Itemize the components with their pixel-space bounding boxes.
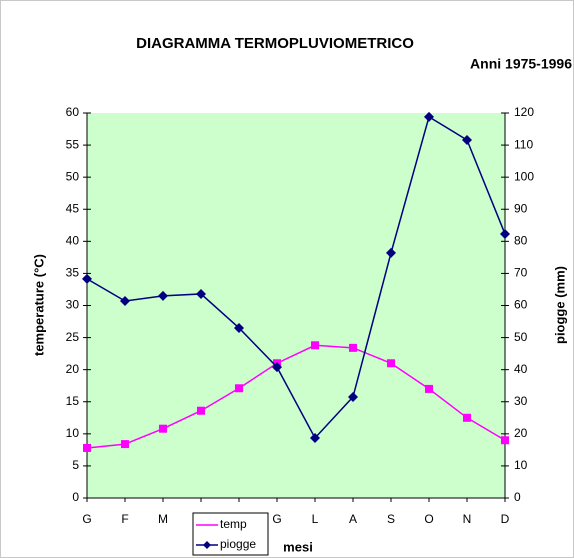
data-point: [387, 359, 395, 368]
data-point: [83, 443, 91, 452]
legend-marker: [203, 541, 211, 549]
data-point: [234, 322, 244, 333]
y-tick-label: 0: [72, 490, 79, 504]
y-tick-label: 40: [66, 234, 80, 248]
y2-tick-label: 0: [514, 490, 521, 504]
data-point: [82, 273, 92, 284]
data-point: [424, 111, 434, 122]
y-tick-label: 10: [66, 426, 80, 440]
y2-axis-label: piogge (mm): [552, 266, 567, 344]
y2-tick-label: 90: [514, 201, 528, 215]
data-point: [310, 433, 320, 444]
legend-label: piogge: [220, 537, 256, 551]
y-tick-label: 50: [66, 169, 80, 183]
y-tick-label: 55: [66, 137, 80, 151]
x-tick-label: F: [121, 512, 128, 526]
data-point: [386, 247, 396, 258]
x-tick-label: O: [424, 512, 433, 526]
y-tick-label: 25: [66, 330, 80, 344]
y2-tick-label: 100: [514, 169, 534, 183]
x-tick-label: N: [463, 512, 472, 526]
data-point: [197, 406, 205, 415]
y-tick-label: 5: [72, 458, 79, 472]
y2-tick-label: 60: [514, 298, 528, 312]
series-line: [86, 344, 506, 449]
data-point: [235, 384, 243, 393]
data-point: [120, 296, 130, 307]
data-point: [348, 391, 358, 402]
legend-box: [192, 512, 269, 556]
x-axis-label: mesi: [283, 539, 313, 554]
data-point: [311, 341, 319, 350]
x-tick-label: M: [158, 512, 168, 526]
data-point: [349, 343, 357, 352]
x-tick-label: G: [82, 512, 91, 526]
y-axis-label: temperature (°C): [31, 254, 46, 356]
data-point: [462, 134, 472, 145]
data-point: [425, 384, 433, 393]
chart-title: DIAGRAMMA TERMOPLUVIOMETRICO: [136, 35, 414, 52]
legend-label: temp: [220, 517, 247, 531]
y2-tick-label: 120: [514, 105, 534, 119]
chart-subtitle: Anni 1975-1996: [470, 56, 572, 72]
y-tick-label: 45: [66, 201, 80, 215]
data-point: [159, 424, 167, 433]
x-tick-label: G: [272, 512, 281, 526]
data-point: [158, 290, 168, 301]
data-point: [501, 436, 509, 445]
y2-tick-label: 110: [514, 137, 533, 151]
data-point: [500, 228, 510, 239]
y2-tick-label: 70: [514, 266, 528, 280]
y2-tick-label: 20: [514, 426, 528, 440]
x-tick-label: D: [501, 512, 510, 526]
y-tick-label: 60: [66, 105, 80, 119]
data-point: [463, 413, 471, 422]
y-tick-label: 30: [66, 298, 80, 312]
data-point: [272, 362, 282, 373]
y2-tick-label: 30: [514, 394, 528, 408]
y2-tick-label: 80: [514, 234, 528, 248]
x-tick-label: A: [349, 512, 357, 526]
y2-tick-label: 10: [514, 458, 528, 472]
y2-tick-label: 50: [514, 330, 528, 344]
x-tick-label: S: [387, 512, 395, 526]
x-tick-label: L: [312, 512, 319, 526]
series-line: [86, 115, 506, 440]
y2-tick-label: 40: [514, 362, 528, 376]
plot-area: [87, 113, 505, 498]
y-tick-label: 35: [66, 266, 80, 280]
data-point: [196, 288, 206, 299]
y-tick-label: 20: [66, 362, 80, 376]
data-point: [121, 440, 129, 449]
y-tick-label: 15: [66, 394, 80, 408]
